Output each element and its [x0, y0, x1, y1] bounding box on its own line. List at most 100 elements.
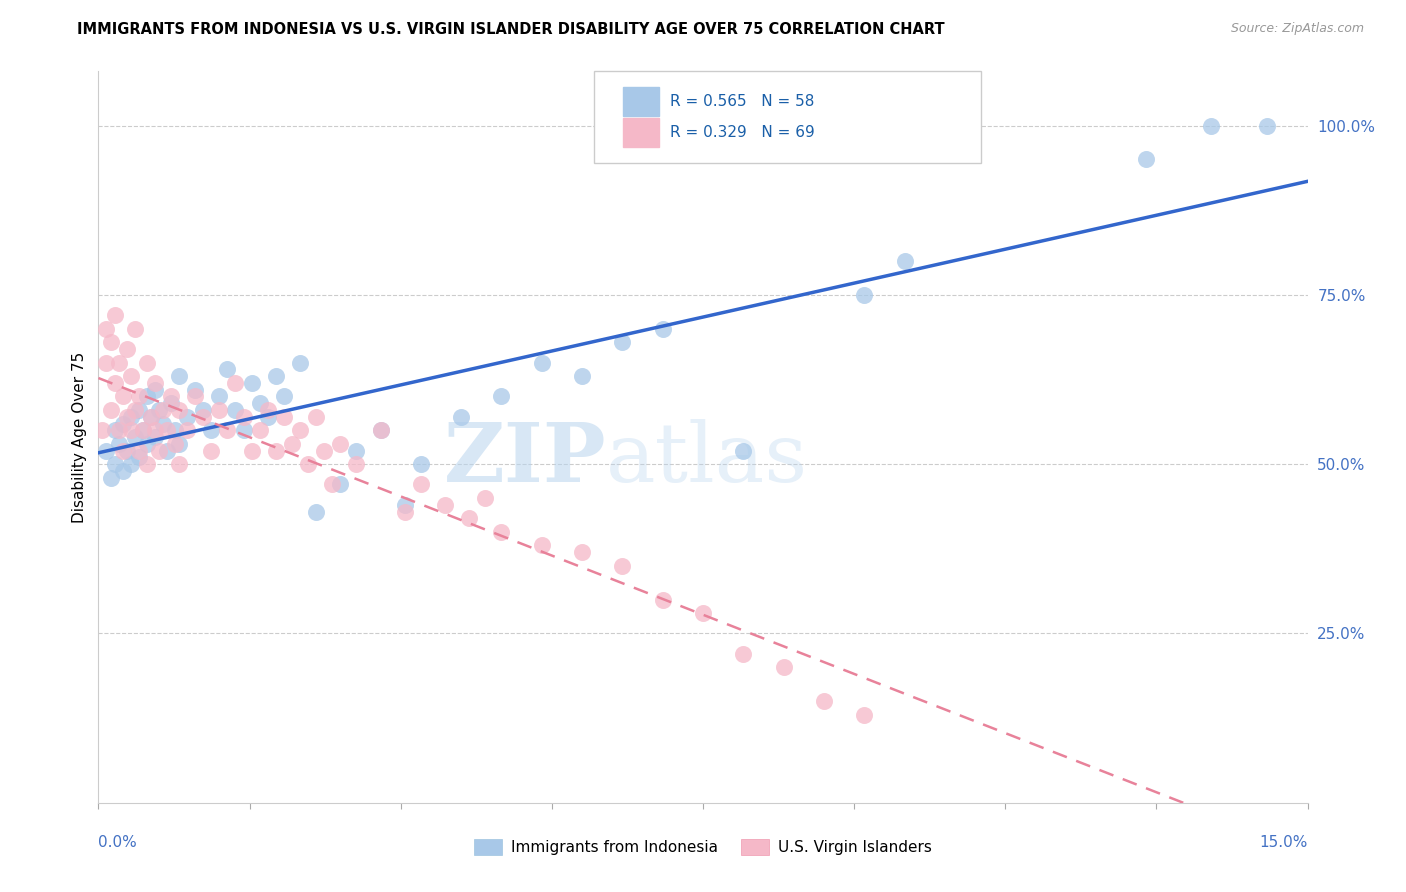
- Point: [893, 254, 915, 268]
- Point: [329, 477, 352, 491]
- Point: [135, 389, 157, 403]
- Point: [128, 443, 150, 458]
- Point: [249, 396, 271, 410]
- Text: IMMIGRANTS FROM INDONESIA VS U.S. VIRGIN ISLANDER DISABILITY AGE OVER 75 CORRELA: IMMIGRANTS FROM INDONESIA VS U.S. VIRGIN…: [77, 22, 945, 37]
- FancyBboxPatch shape: [595, 71, 981, 163]
- Point: [224, 376, 246, 390]
- Point: [120, 457, 142, 471]
- Point: [107, 423, 129, 437]
- Point: [224, 403, 246, 417]
- Point: [491, 389, 513, 403]
- Point: [167, 369, 190, 384]
- Point: [853, 707, 876, 722]
- Point: [370, 423, 392, 437]
- Point: [571, 545, 593, 559]
- Point: [1135, 153, 1157, 167]
- Point: [256, 409, 278, 424]
- Point: [100, 335, 122, 350]
- Point: [111, 464, 134, 478]
- Point: [200, 443, 222, 458]
- Point: [692, 606, 714, 620]
- Point: [124, 403, 146, 417]
- Point: [184, 389, 207, 403]
- Text: R = 0.329   N = 69: R = 0.329 N = 69: [671, 125, 815, 140]
- Point: [853, 288, 876, 302]
- FancyBboxPatch shape: [623, 118, 659, 147]
- Point: [132, 423, 155, 437]
- Point: [132, 423, 155, 437]
- Point: [200, 423, 222, 437]
- Point: [321, 477, 343, 491]
- Point: [409, 477, 432, 491]
- Point: [120, 369, 142, 384]
- Point: [1256, 119, 1278, 133]
- Point: [530, 355, 553, 369]
- Point: [651, 592, 673, 607]
- Point: [111, 443, 134, 458]
- Point: [288, 355, 311, 369]
- Point: [91, 423, 114, 437]
- Text: 15.0%: 15.0%: [1260, 835, 1308, 850]
- Point: [148, 403, 170, 417]
- Point: [103, 457, 125, 471]
- Point: [143, 430, 166, 444]
- Text: atlas: atlas: [606, 419, 808, 499]
- Point: [176, 423, 198, 437]
- Point: [176, 409, 198, 424]
- Point: [491, 524, 513, 539]
- Point: [208, 389, 231, 403]
- Point: [160, 396, 183, 410]
- Point: [394, 505, 416, 519]
- Point: [143, 376, 166, 390]
- Point: [167, 437, 190, 451]
- Point: [156, 443, 179, 458]
- Point: [120, 423, 142, 437]
- Point: [103, 308, 125, 322]
- Point: [813, 694, 835, 708]
- Point: [409, 457, 432, 471]
- Point: [458, 511, 481, 525]
- Point: [344, 457, 367, 471]
- Point: [103, 423, 125, 437]
- Point: [530, 538, 553, 552]
- Text: ZIP: ZIP: [444, 419, 606, 499]
- Point: [167, 403, 190, 417]
- Point: [240, 376, 263, 390]
- Point: [115, 342, 138, 356]
- Legend: Immigrants from Indonesia, U.S. Virgin Islanders: Immigrants from Indonesia, U.S. Virgin I…: [468, 833, 938, 861]
- Point: [100, 471, 122, 485]
- Point: [152, 417, 174, 431]
- FancyBboxPatch shape: [623, 87, 659, 116]
- Point: [111, 389, 134, 403]
- Point: [184, 383, 207, 397]
- Point: [474, 491, 496, 505]
- Point: [115, 443, 138, 458]
- Point: [273, 389, 295, 403]
- Point: [167, 457, 190, 471]
- Point: [111, 417, 134, 431]
- Point: [128, 389, 150, 403]
- Point: [249, 423, 271, 437]
- Point: [103, 376, 125, 390]
- Y-axis label: Disability Age Over 75: Disability Age Over 75: [72, 351, 87, 523]
- Point: [160, 389, 183, 403]
- Point: [208, 403, 231, 417]
- Point: [256, 403, 278, 417]
- Point: [156, 423, 179, 437]
- Point: [305, 505, 328, 519]
- Point: [193, 409, 215, 424]
- Point: [232, 423, 254, 437]
- Point: [450, 409, 472, 424]
- Point: [314, 443, 336, 458]
- Point: [733, 443, 755, 458]
- Point: [733, 647, 755, 661]
- Point: [232, 409, 254, 424]
- Point: [772, 660, 794, 674]
- Text: R = 0.565   N = 58: R = 0.565 N = 58: [671, 94, 814, 109]
- Point: [96, 443, 118, 458]
- Point: [115, 409, 138, 424]
- Point: [107, 437, 129, 451]
- Point: [394, 498, 416, 512]
- Point: [344, 443, 367, 458]
- Point: [163, 437, 186, 451]
